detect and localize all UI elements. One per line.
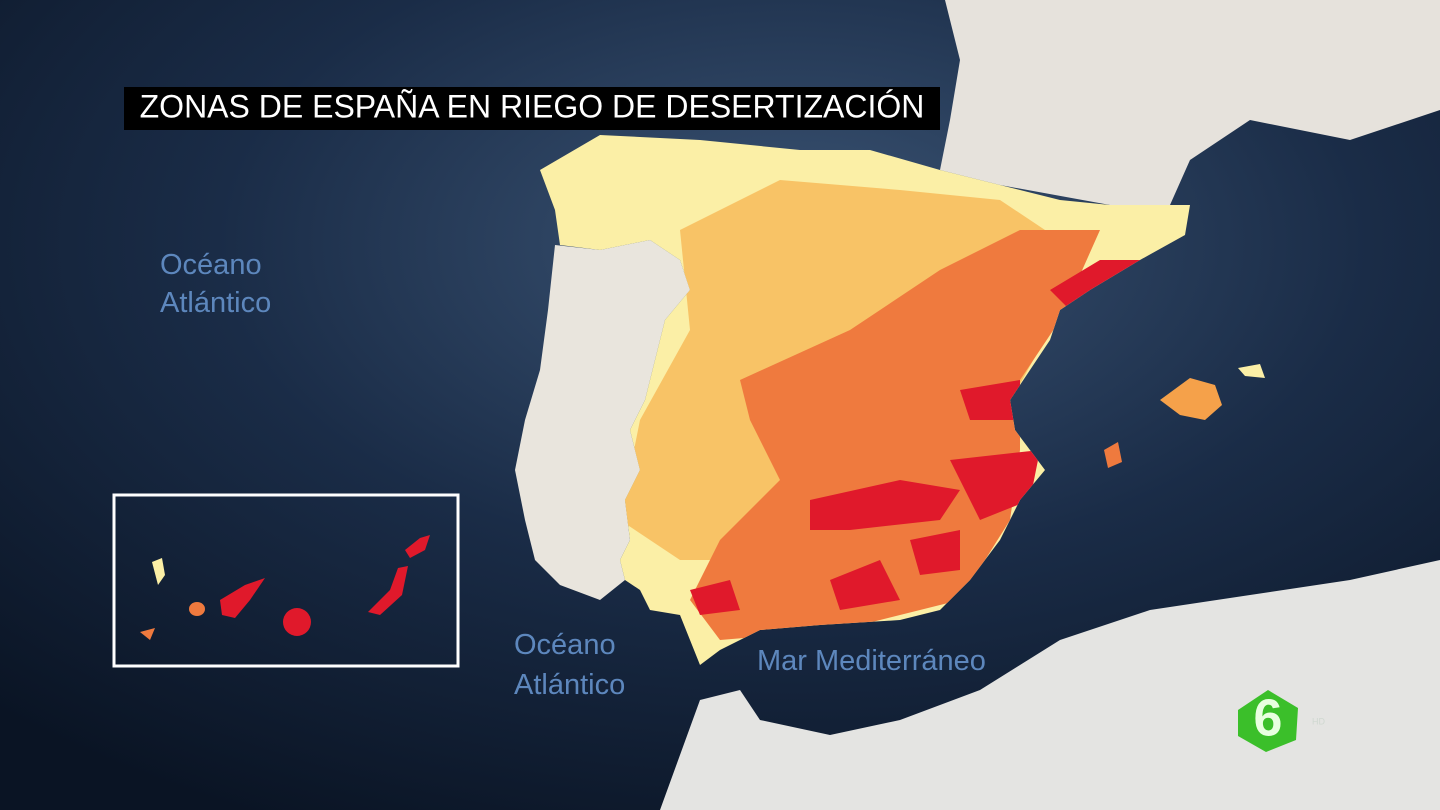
sea-label: Océano Atlántico: [160, 249, 271, 319]
la-gomera: [189, 602, 205, 616]
tenerife: [220, 578, 265, 618]
gran-canaria: [283, 608, 311, 636]
la-palma: [152, 558, 165, 585]
menorca: [1238, 364, 1265, 378]
lanzarote: [405, 535, 430, 558]
logo-shape: [1238, 690, 1298, 752]
logo-badge: HD: [1312, 716, 1325, 726]
portugal: [515, 240, 690, 600]
france: [940, 0, 1440, 205]
africa: [660, 560, 1440, 810]
mallorca: [1160, 378, 1222, 420]
sea-label: Océano Atlántico: [514, 629, 625, 701]
canary-inset: [112, 493, 460, 668]
fuerteventura: [368, 566, 408, 615]
title: ZONAS DE ESPAÑA EN RIEGO DE DESERTIZACIÓ…: [140, 88, 925, 124]
sea-label: Mar Mediterráneo: [757, 645, 986, 677]
ibiza: [1104, 442, 1122, 468]
zone-high: [690, 230, 1100, 640]
el-hierro: [140, 628, 155, 640]
title-box: [124, 87, 940, 130]
logo-text: 6: [1254, 690, 1283, 748]
